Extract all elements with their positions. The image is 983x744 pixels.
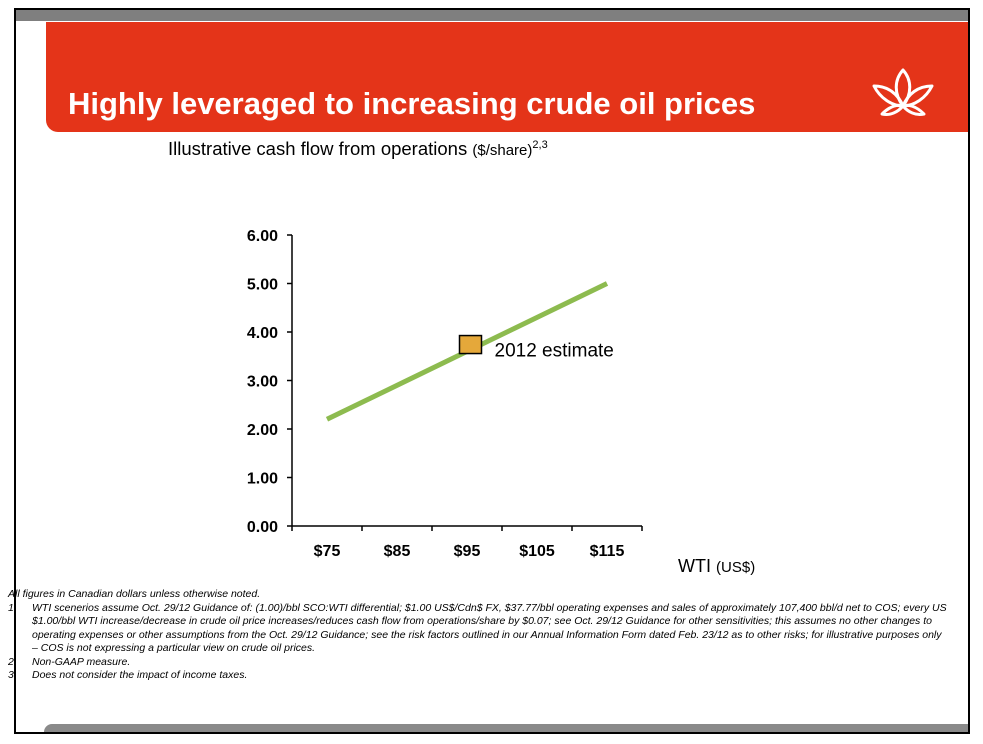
footnote-text: Does not consider the impact of income t… <box>32 669 248 681</box>
footnote-number: 3. <box>8 669 17 681</box>
x-axis: $75 $85 $95 $105 $115 <box>291 525 643 560</box>
chart-heading: Illustrative cash flow from operations (… <box>168 138 548 160</box>
estimate-label: 2012 estimate <box>495 341 614 362</box>
chart-heading-main: Illustrative cash flow from operations <box>168 138 468 159</box>
footnote-number: 2. <box>8 655 17 668</box>
footnote-list: 1. WTI scenerios assume Oct. 29/12 Guidan… <box>8 602 948 683</box>
y-axis: 0.00 1.00 2.00 3.00 4.00 5.00 6.00 <box>247 228 293 536</box>
x-axis-unit: (US$) <box>716 559 755 576</box>
footnote-text: Non-GAAP measure. <box>32 655 131 668</box>
slide-title: Highly leveraged to increasing crude oil… <box>68 86 756 121</box>
footnote-item: 1. WTI scenerios assume Oct. 29/12 Guidan… <box>8 602 948 656</box>
estimate-marker <box>458 334 483 355</box>
y-tick-label: 3.00 <box>247 374 278 391</box>
top-strip <box>16 10 968 21</box>
x-tick-label: $105 <box>519 543 555 560</box>
x-axis-label: WTI (US$) <box>678 556 755 576</box>
y-tick-label: 1.00 <box>247 471 278 488</box>
y-tick-label: 5.00 <box>247 277 278 294</box>
footnote-item: 2. Non-GAAP measure. <box>8 656 948 670</box>
x-tick-label: $85 <box>384 543 411 560</box>
flower-logo-icon <box>872 68 934 116</box>
x-tick-label: $115 <box>590 543 625 560</box>
y-tick-label: 6.00 <box>247 228 278 245</box>
y-tick-label: 2.00 <box>247 422 278 439</box>
chart-heading-unit: ($/share) <box>472 142 533 159</box>
y-tick-label: 0.00 <box>247 519 278 536</box>
chart-heading-refs: 2,3 <box>532 138 548 151</box>
cash-flow-chart: 0.00 1.00 2.00 3.00 4.00 5.00 6.00 $75 $85 $95 $1… <box>247 228 755 576</box>
footnote-text: WTI scenerios assume Oct. 29/12 Guidance… <box>32 601 947 655</box>
y-tick-label: 4.00 <box>247 325 278 342</box>
title-bar: Highly leveraged to increasing crude oil… <box>46 22 968 132</box>
bottom-strip <box>44 724 968 732</box>
slide-frame: Highly leveraged to increasing crude oil… <box>14 8 970 734</box>
footnotes: All figures in Canadian dollars unless o… <box>8 588 948 683</box>
x-tick-label: $75 <box>314 543 341 560</box>
footnote-number: 1. <box>8 601 17 614</box>
x-axis-title: WTI <box>678 556 711 576</box>
footnote-intro: All figures in Canadian dollars unless o… <box>8 588 261 600</box>
annotation-layer: 2012 estimate <box>458 334 614 362</box>
x-tick-label: $95 <box>454 543 481 560</box>
footnote-item: 3. Does not consider the impact of income… <box>8 669 948 683</box>
